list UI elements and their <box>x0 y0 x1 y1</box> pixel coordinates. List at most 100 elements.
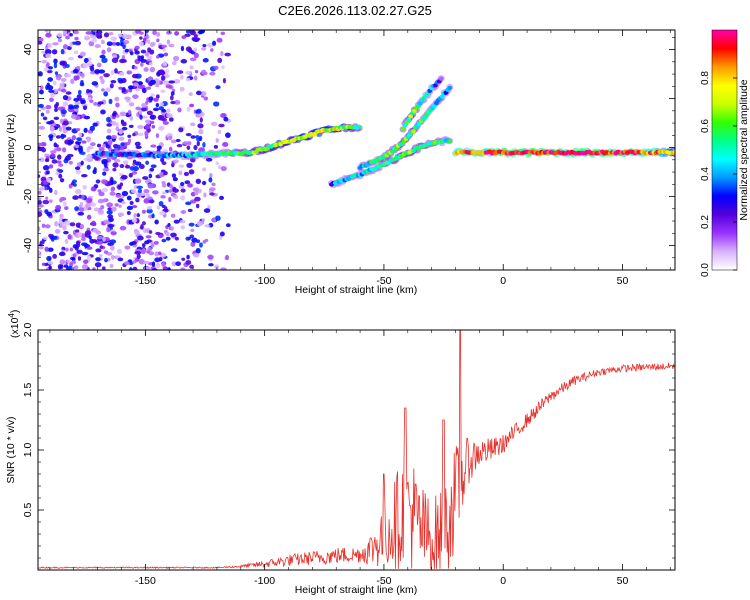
spectrogram-cell <box>129 267 133 270</box>
spectrogram-cell <box>115 102 120 108</box>
spectrogram-cell <box>672 149 675 154</box>
spectrogram-cell <box>195 178 202 185</box>
spectrogram-cell <box>95 257 101 262</box>
spectrogram-cell <box>146 55 153 60</box>
spectrogram-cell <box>120 174 128 180</box>
spectrogram-cell <box>218 123 225 128</box>
spectrogram-cell <box>191 237 198 243</box>
spectrogram-cell <box>81 251 89 256</box>
spectrogram-cell <box>54 221 59 227</box>
spectrogram-cell <box>196 108 202 114</box>
spectrogram-cell <box>144 132 148 137</box>
spectrogram-cell <box>160 157 165 163</box>
spectrogram-cell <box>185 259 192 266</box>
spectrogram-cell <box>161 161 167 166</box>
spectrogram-cell <box>213 65 219 70</box>
spectrogram-cell <box>88 92 92 97</box>
spectrogram-cell <box>151 267 158 270</box>
spectrogram-cell <box>69 256 76 261</box>
spectrogram-cell <box>187 236 191 240</box>
spectrogram-cell <box>58 224 63 229</box>
spectrogram-cell <box>172 55 180 62</box>
spectrogram-cell <box>203 96 209 101</box>
spectrogram-cell <box>73 97 80 102</box>
colorbar-tick-label: 0.8 <box>700 71 711 85</box>
spectrogram-cell <box>59 213 64 219</box>
spectrogram-cell <box>77 231 83 238</box>
spectrogram-cell <box>62 201 67 207</box>
spectrogram-cell <box>59 178 65 183</box>
spectrogram-cell <box>222 142 229 147</box>
spectrogram-cell <box>111 134 117 140</box>
spectrogram-cell <box>38 89 44 95</box>
spectrogram-cell <box>71 41 78 45</box>
spectrogram-cell <box>110 187 114 192</box>
spectrogram-cell <box>55 135 61 139</box>
spectrogram-cell <box>184 180 191 185</box>
spectrogram-cell <box>146 239 152 243</box>
spectrogram-cell <box>137 193 142 198</box>
spectrogram-cell <box>168 135 173 141</box>
spectrogram-cell <box>83 127 88 133</box>
spectrogram-cell <box>45 196 49 200</box>
spectrogram-cell <box>89 238 95 244</box>
spectrogram-cell <box>63 230 69 235</box>
spectrogram-cell <box>185 46 192 52</box>
spectrogram-cell <box>101 57 108 64</box>
spectrogram-cell <box>215 85 221 90</box>
spectrogram-cell <box>182 141 190 145</box>
spectrogram-cell <box>53 88 58 94</box>
spectrogram-cell <box>161 238 167 243</box>
spectrogram-cell <box>102 167 110 172</box>
spectrogram-cell <box>174 236 179 241</box>
spectrogram-cell <box>121 200 126 205</box>
spectrogram-cell <box>168 117 174 122</box>
spectrogram-cell <box>107 223 115 228</box>
spectrogram-cell <box>74 101 81 105</box>
spectrogram-cell <box>81 174 88 178</box>
spectrogram-cell <box>170 213 176 218</box>
spectrogram-cell <box>447 139 453 144</box>
spectrogram-cell <box>42 165 50 171</box>
spectrogram-cell <box>59 118 64 124</box>
colorbar-tick-label: 0.0 <box>700 263 711 277</box>
spectrogram-cell <box>68 160 73 165</box>
spectrogram-cell <box>136 106 142 111</box>
spectrogram-cell <box>193 37 199 42</box>
spectrogram-cell <box>38 196 42 201</box>
spectrogram-cell <box>75 127 81 132</box>
x-tick-label: -50 <box>376 575 391 587</box>
snr-y-scale-label: (x10 <box>9 317 21 338</box>
spectrogram-cell <box>141 102 147 108</box>
spectrogram-cell <box>47 247 54 252</box>
spectrogram-cell <box>132 204 138 209</box>
spectrogram-cell <box>209 192 215 196</box>
spectrogram-cell <box>145 193 151 198</box>
spectrogram-cell <box>64 220 71 226</box>
snr-x-label: Height of straight line (km) <box>295 584 418 596</box>
colorbar-tick-label: 0.4 <box>700 167 711 181</box>
spectrogram-y-axis: -40 -20 0 20 40 <box>22 37 675 271</box>
spectrogram-cell <box>168 43 175 48</box>
spectrogram-cell <box>221 65 225 70</box>
spectrogram-cell <box>129 200 134 205</box>
spectrogram-cell <box>159 210 166 216</box>
spectrogram-cell <box>204 224 210 228</box>
spectrogram-cell <box>136 246 142 250</box>
spectrogram-cell <box>137 125 144 130</box>
spectrogram-cell <box>154 219 159 225</box>
spectrogram-cell <box>209 71 216 76</box>
spectrogram-cell <box>138 164 145 170</box>
spectrogram-cell <box>150 164 157 169</box>
spectrogram-cell <box>136 185 143 190</box>
spectrogram-cell <box>82 184 87 190</box>
spectrogram-cell <box>225 223 231 228</box>
spectrogram-cell <box>187 141 192 146</box>
spectrogram-cell <box>44 224 51 229</box>
spectrogram-cell <box>129 115 134 121</box>
spectrogram-cell <box>44 186 48 191</box>
spectrogram-cell <box>161 108 167 113</box>
spectrogram-cell <box>62 124 66 129</box>
spectrogram-cell <box>99 245 104 249</box>
